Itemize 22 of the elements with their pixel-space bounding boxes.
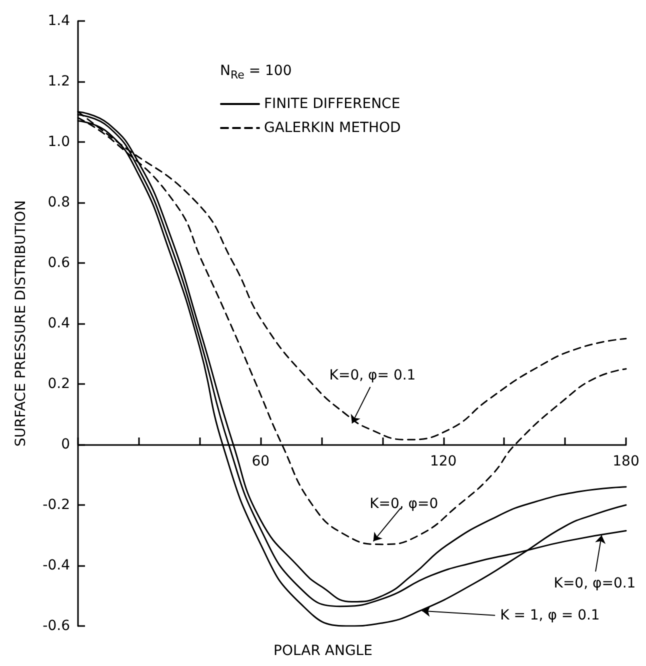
legend-label: GALERKIN METHOD	[264, 120, 401, 136]
y-tick-label: 0.2	[48, 376, 70, 392]
x-axis-title: POLAR ANGLE	[274, 643, 372, 659]
y-tick-label: 0.6	[48, 255, 70, 271]
legend-label: FINITE DIFFERENCE	[264, 96, 400, 112]
y-tick-label: -0.4	[42, 558, 70, 574]
x-tick-label: 180	[612, 454, 640, 470]
y-tick-label: -0.2	[42, 497, 70, 513]
annotation: K=0, φ=0	[370, 496, 438, 512]
y-tick-label: 0.4	[48, 316, 70, 332]
y-tick-label: 0.8	[48, 194, 70, 210]
y-tick-label: 1.4	[48, 13, 70, 29]
y-tick-label: 1.0	[48, 134, 70, 150]
annotation: K = 1, φ = 0.1	[500, 608, 600, 624]
x-tick-label: 60	[252, 454, 270, 470]
x-tick-label: 120	[430, 454, 457, 470]
annotation: K=0, φ=0.1	[554, 575, 636, 592]
y-tick-label: -0.6	[42, 618, 70, 634]
y-tick-label: 0	[61, 436, 70, 452]
y-tick-label: 1.2	[48, 74, 70, 90]
annotation: K=0, φ= 0.1	[329, 368, 416, 384]
y-axis-title: SURFACE PRESSURE DISTRIBUTION	[13, 200, 29, 447]
